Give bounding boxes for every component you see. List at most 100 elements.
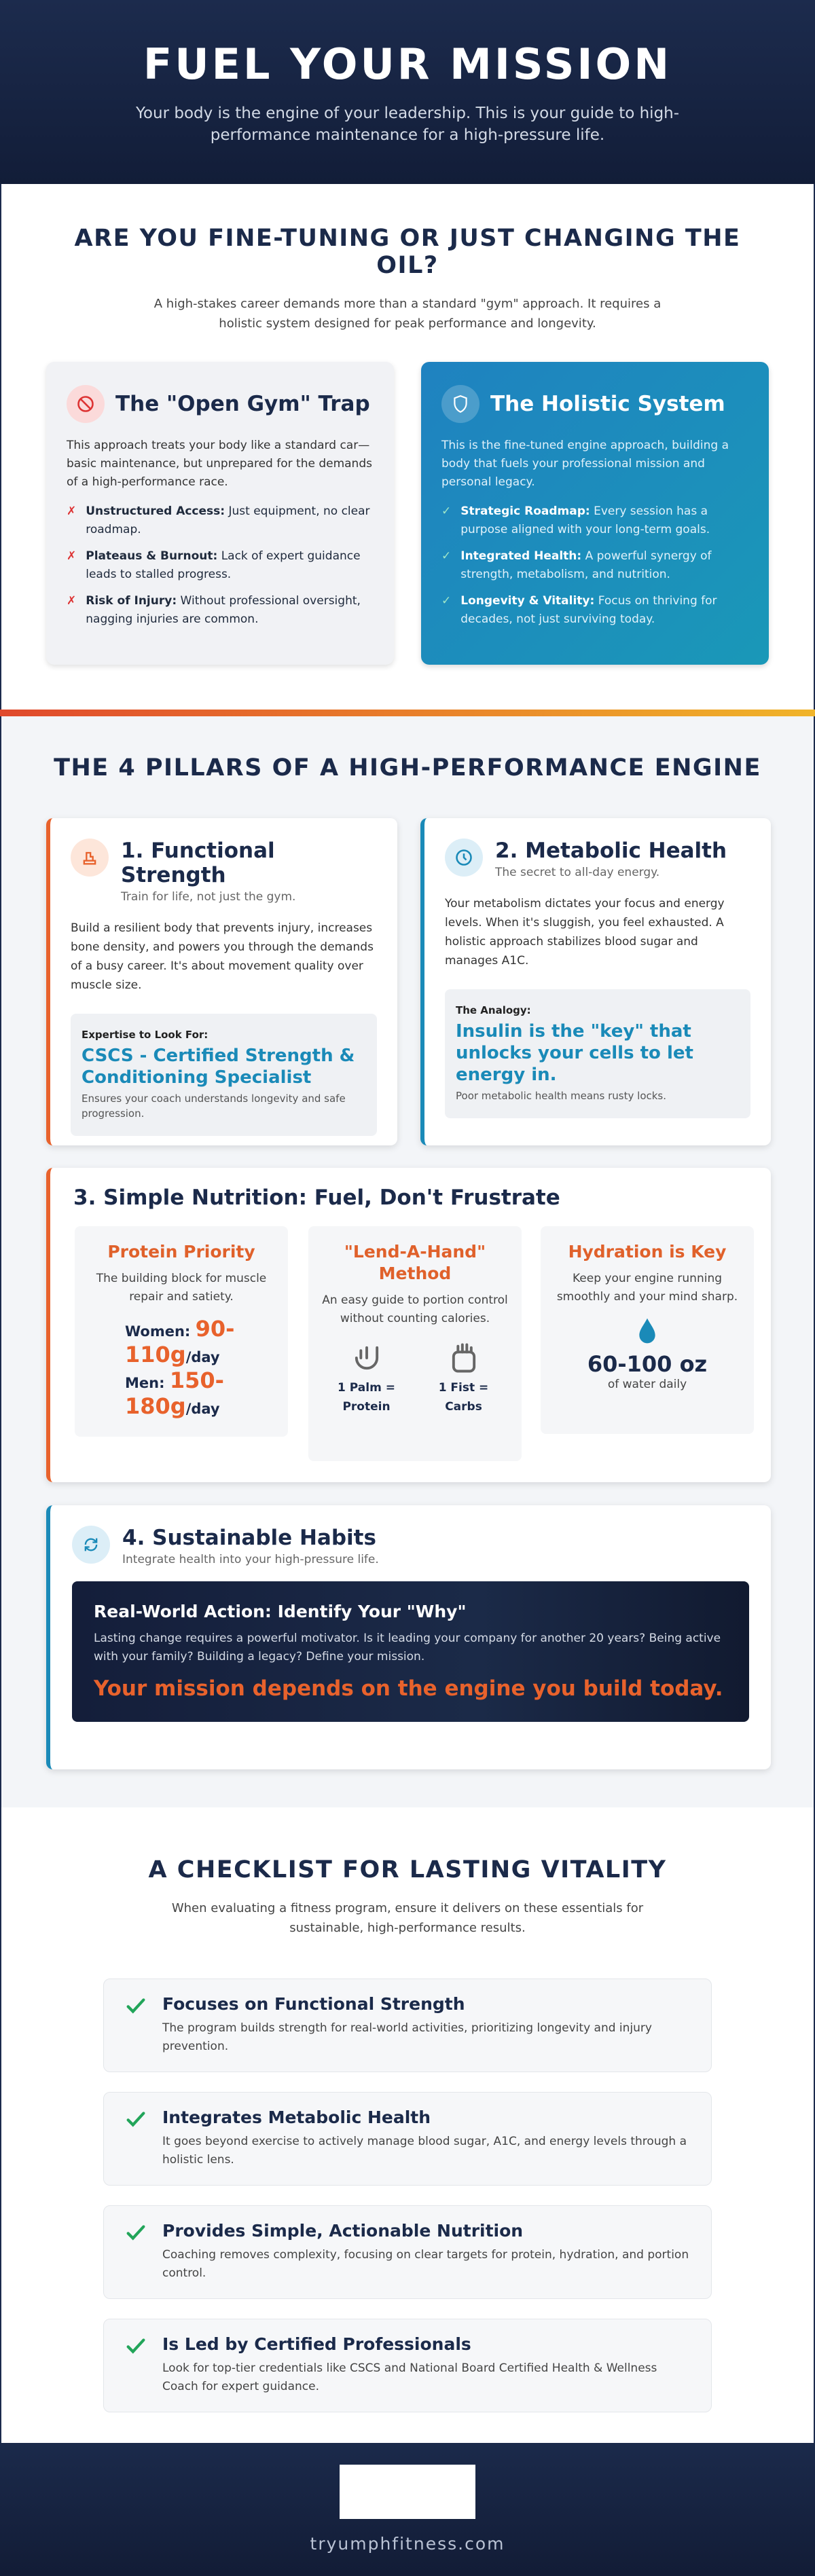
label: Integrated Health: [460, 549, 582, 563]
nutrition-card: 3. Simple Nutrition: Fuel, Don't Frustra… [46, 1168, 771, 1482]
pillars: THE 4 PILLARS OF A HIGH-PERFORMANCE ENGI… [0, 716, 815, 1807]
title: The Holistic System [490, 392, 725, 416]
marker: ✗ [67, 504, 77, 518]
action-text: Lasting change requires a powerful motiv… [94, 1632, 721, 1663]
title: 3. Simple Nutrition: Fuel, Don't Frustra… [73, 1185, 560, 1210]
text: The program builds strength for real-wor… [162, 2021, 652, 2053]
text: Keep your engine running smoothly and yo… [556, 1272, 738, 1304]
list-item: ✓ Integrated Health: A powerful synergy o… [441, 547, 748, 584]
item-text: Unstructured Access: Just equipment, no … [86, 502, 374, 539]
fist-icon [452, 1343, 475, 1373]
label: 1 Palm = Protein [338, 1381, 395, 1414]
title: 4. Sustainable Habits [122, 1526, 376, 1550]
text: Just equipment, no clear roadmap. [86, 504, 370, 536]
pillar-card: 2. Metabolic Health The secret to all-da… [420, 818, 771, 1145]
inset-value: CSCS - Certified Strength & Conditioning… [82, 1046, 355, 1088]
icon [441, 385, 479, 423]
text: An easy guide to portion control without… [322, 1293, 508, 1325]
intro: This is the fine-tuned engine approach, … [441, 439, 729, 489]
icon [445, 839, 483, 877]
inset-note: Ensures your coach understands longevity… [82, 1092, 346, 1120]
hydration: Hydration is Key Keep your engine runnin… [541, 1226, 754, 1434]
title: Focuses on Functional Strength [162, 1994, 465, 2014]
check [124, 2108, 147, 2170]
site: tryumphfitness.com [310, 2534, 505, 2554]
inset-note: Poor metabolic health means rusty locks. [456, 1090, 667, 1102]
label: Longevity & Vitality: [460, 594, 595, 608]
subtitle: Integrate health into your high-pressure… [122, 1553, 379, 1566]
checklist-item: Focuses on Functional Strength The progra… [103, 1979, 712, 2072]
content: Integrates Metabolic Health It goes beyon… [162, 2108, 691, 2170]
list-item: ✗ Unstructured Access: Just equipment, no… [67, 502, 374, 539]
mission: Your mission depends on the engine you b… [94, 1676, 723, 1701]
title: 1. Functional Strength [121, 839, 275, 887]
description: When evaluating a fitness program, ensur… [171, 1901, 644, 1935]
list-item: ✗ Plateaus & Burnout: Lack of expert guid… [67, 547, 374, 584]
text: Without professional oversight, nagging … [86, 594, 361, 626]
subtitle: The secret to all-day energy. [495, 866, 660, 879]
title: The "Open Gym" Trap [115, 392, 370, 416]
unit: /day [185, 1401, 220, 1417]
card-title: The "Open Gym" Trap [67, 385, 374, 423]
icons: 1 Palm = Protein 1 Fist = Carbs [318, 1340, 512, 1416]
item-text: Strategic Roadmap: Every session has a p… [460, 502, 748, 539]
body: Build a resilient body that prevents inj… [71, 921, 374, 992]
item-text: Risk of Injury: Without professional ove… [86, 592, 374, 629]
content: Focuses on Functional Strength The progra… [162, 1994, 691, 2057]
palm-icon [355, 1346, 378, 1370]
checklist-item: Integrates Metabolic Health It goes beyon… [103, 2092, 712, 2186]
text: Look for top-tier credentials like CSCS … [162, 2361, 657, 2393]
checklist: A CHECKLIST FOR LASTING VITALITY When ev… [0, 1807, 815, 2443]
title: FUEL YOUR MISSION [143, 39, 672, 89]
checklist-item: Is Led by Certified Professionals Look fo… [103, 2319, 712, 2412]
cards: The "Open Gym" Trap This approach treats… [46, 362, 769, 665]
unit: /day [185, 1349, 220, 1365]
card: The Holistic System This is the fine-tun… [421, 362, 769, 665]
list: ✓ Strategic Roadmap: Every session has a … [441, 502, 748, 629]
content: Provides Simple, Actionable Nutrition Coa… [162, 2221, 691, 2283]
divider [0, 710, 815, 716]
title: Is Led by Certified Professionals [162, 2334, 471, 2354]
title: Provides Simple, Actionable Nutrition [162, 2221, 524, 2241]
list-item: ✓ Longevity & Vitality: Focus on thriving… [441, 592, 748, 629]
marker: ✗ [67, 549, 77, 563]
icon [67, 385, 105, 423]
checklist-items: Focuses on Functional Strength The progra… [1, 1979, 814, 2412]
text: Coaching removes complexity, focusing on… [162, 2248, 689, 2280]
label: Women: [125, 1323, 191, 1340]
value: 60-100 oz [587, 1351, 708, 1377]
title: Protein Priority [107, 1242, 255, 1262]
pillar-card: 1. Functional Strength Train for life, n… [46, 818, 397, 1145]
label: 1 Fist = Carbs [438, 1381, 489, 1414]
title: Hydration is Key [568, 1242, 727, 1262]
marker: ✓ [441, 594, 452, 608]
header: FUEL YOUR MISSION Your body is the engin… [0, 0, 815, 184]
value: 150-180g [125, 1367, 224, 1419]
intro: This approach treats your body like a st… [67, 439, 372, 489]
check [124, 2221, 147, 2283]
title: 2. Metabolic Health [495, 839, 727, 863]
note: of water daily [607, 1378, 687, 1391]
heading: THE 4 PILLARS OF A HIGH-PERFORMANCE ENGI… [54, 754, 761, 781]
inset: The Analogy: Insulin is the "key" that u… [445, 989, 750, 1118]
logo [340, 2465, 475, 2519]
inset-value: Insulin is the "key" that unlocks your c… [456, 1021, 693, 1085]
women: Women: 90-110g/day [84, 1317, 278, 1369]
text: A powerful synergy of strength, metaboli… [460, 549, 712, 581]
protein: Protein Priority The building block for … [75, 1226, 288, 1437]
label: Unstructured Access: [86, 504, 225, 518]
marker: ✓ [441, 504, 452, 518]
label: Plateaus & Burnout: [86, 549, 218, 563]
marker: ✗ [67, 594, 77, 608]
footer: tryumphfitness.com [0, 2443, 815, 2576]
men: Men: 150-180g/day [84, 1369, 278, 1420]
label: Men: [125, 1375, 165, 1391]
check [124, 2334, 147, 2397]
card-title: The Holistic System [441, 385, 748, 423]
action: Real-World Action: Identify Your "Why" L… [72, 1581, 749, 1722]
check [124, 1994, 147, 2057]
heading: ARE YOU FINE-TUNING OR JUST CHANGING THE… [74, 225, 741, 279]
value: 90-110g [125, 1316, 235, 1367]
text: Focus on thriving for decades, not just … [460, 594, 717, 626]
